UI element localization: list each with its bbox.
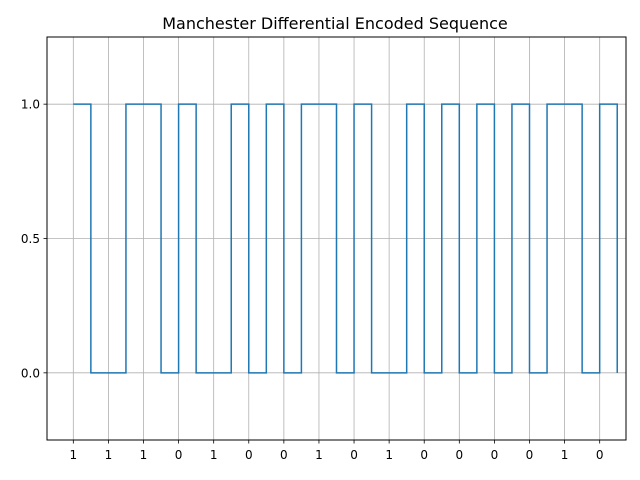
x-tick-label: 0 — [526, 448, 534, 462]
x-tick-label: 1 — [140, 448, 148, 462]
signal-line — [73, 103, 618, 374]
y-tick-label: 0.0 — [21, 366, 40, 380]
x-tick-label: 0 — [596, 448, 604, 462]
x-tick-label: 1 — [385, 448, 393, 462]
x-tick-label: 1 — [105, 448, 113, 462]
x-tick-label: 0 — [420, 448, 428, 462]
x-tick-label: 1 — [561, 448, 569, 462]
x-tick-label: 1 — [315, 448, 323, 462]
x-tick-label: 0 — [245, 448, 253, 462]
y-tick-label: 0.5 — [21, 232, 40, 246]
tick-layer: 1 1 1 0 1 0 0 1 0 1 0 0 0 0 1 0 0.0 0.5 1.0 — [21, 98, 604, 462]
x-tick-label: 0 — [455, 448, 463, 462]
x-tick-label: 0 — [175, 448, 183, 462]
x-tick-label: 0 — [280, 448, 288, 462]
x-tick-label: 0 — [491, 448, 499, 462]
chart-title: Manchester Differential Encoded Sequence — [162, 14, 508, 33]
series-layer — [73, 103, 618, 374]
y-tick-label: 1.0 — [21, 98, 40, 112]
x-tick-label: 1 — [210, 448, 218, 462]
x-tick-label: 0 — [350, 448, 358, 462]
x-tick-label: 1 — [69, 448, 77, 462]
